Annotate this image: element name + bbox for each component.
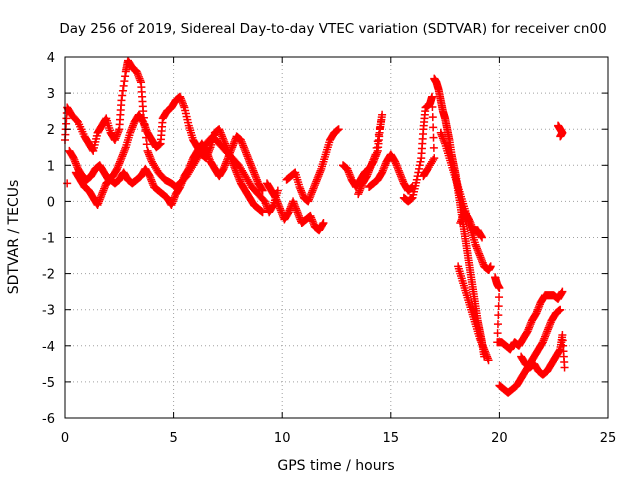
- data-point-marker: [494, 302, 503, 311]
- y-tick-label: -1: [42, 232, 55, 247]
- series-trace-e: [339, 92, 439, 206]
- data-point-marker: [558, 287, 567, 296]
- data-point-marker: [560, 363, 569, 372]
- data-point-marker: [428, 102, 437, 111]
- y-tick-label: 4: [47, 51, 55, 66]
- data-point-marker: [373, 137, 382, 146]
- x-tick-label: 25: [600, 431, 617, 446]
- series-trace-c: [71, 132, 267, 210]
- data-point-marker: [419, 172, 428, 181]
- data-point-marker: [378, 110, 387, 119]
- data-point-marker: [495, 284, 504, 293]
- data-point-marker: [486, 262, 495, 271]
- data-point-marker: [428, 92, 437, 101]
- y-tick-label: 0: [47, 195, 55, 210]
- data-point-marker: [258, 186, 267, 195]
- data-point-marker: [494, 311, 503, 320]
- series-trace-h: [63, 121, 567, 188]
- x-tick-label: 10: [274, 431, 291, 446]
- series-trace-b: [65, 92, 267, 217]
- y-tick-label: 1: [47, 159, 55, 174]
- data-point-marker: [493, 320, 502, 329]
- x-axis-label: GPS time / hours: [277, 458, 394, 474]
- y-axis-label: SDTVAR / TECUs: [6, 180, 22, 295]
- data-point-marker: [556, 132, 565, 141]
- data-point-marker: [484, 356, 493, 365]
- y-tick-label: 2: [47, 123, 55, 138]
- data-points: [61, 56, 569, 397]
- data-point-marker: [428, 113, 437, 122]
- data-point-marker: [429, 133, 438, 142]
- data-point-marker: [319, 219, 328, 228]
- series-trace-d: [262, 125, 343, 235]
- data-point-marker: [374, 130, 383, 139]
- x-tick-label: 0: [61, 431, 69, 446]
- x-tick-label: 5: [169, 431, 177, 446]
- x-axis-ticks: 0 5 10 15 20 25: [61, 57, 616, 446]
- y-tick-label: -5: [42, 376, 55, 391]
- y-axis-ticks: -6 -5 -4 -3 -2 -1 0 1 2 3 4: [42, 51, 608, 427]
- data-point-marker: [354, 190, 363, 199]
- y-tick-label: 3: [47, 87, 55, 102]
- data-point-marker: [495, 293, 504, 302]
- chart-title: Day 256 of 2019, Sidereal Day-to-day VTE…: [59, 21, 606, 37]
- data-point-marker: [493, 329, 502, 338]
- series-trace-g: [491, 273, 569, 397]
- data-point-marker: [372, 143, 381, 152]
- y-tick-label: -2: [42, 268, 55, 283]
- data-point-marker: [429, 143, 438, 152]
- y-tick-label: -3: [42, 304, 55, 319]
- series-trace-f: [430, 74, 495, 365]
- data-point-marker: [377, 117, 386, 126]
- data-point-marker: [429, 123, 438, 132]
- data-point-marker: [478, 233, 487, 242]
- x-tick-label: 20: [491, 431, 508, 446]
- data-point-marker: [556, 305, 565, 314]
- y-tick-label: -4: [42, 340, 55, 355]
- x-tick-label: 15: [383, 431, 400, 446]
- data-point-marker: [334, 125, 343, 134]
- data-point-marker: [375, 123, 384, 132]
- y-tick-label: -6: [42, 412, 55, 427]
- data-point-marker: [258, 208, 267, 217]
